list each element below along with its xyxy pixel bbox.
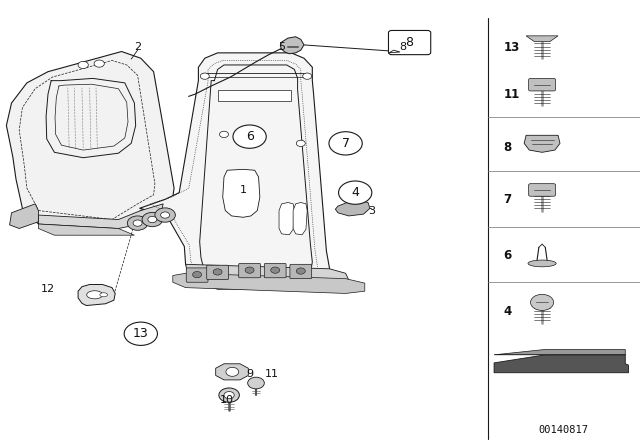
Circle shape [213, 269, 222, 275]
Polygon shape [78, 284, 115, 306]
Ellipse shape [87, 291, 102, 299]
Polygon shape [10, 204, 38, 228]
Text: 4: 4 [351, 186, 359, 199]
Text: 4: 4 [504, 305, 512, 318]
FancyBboxPatch shape [264, 263, 286, 278]
Circle shape [224, 392, 234, 399]
Polygon shape [223, 169, 260, 217]
Polygon shape [218, 90, 291, 101]
Text: 7: 7 [342, 137, 349, 150]
Circle shape [226, 367, 239, 376]
Circle shape [248, 377, 264, 389]
Polygon shape [494, 355, 628, 373]
Polygon shape [389, 50, 400, 53]
Circle shape [271, 267, 280, 273]
FancyBboxPatch shape [239, 263, 260, 278]
Text: 11: 11 [265, 369, 279, 379]
Ellipse shape [100, 293, 108, 297]
Text: 8: 8 [406, 36, 413, 49]
Circle shape [161, 212, 170, 218]
Circle shape [220, 131, 228, 138]
Text: 7: 7 [504, 193, 512, 206]
Text: 12: 12 [41, 284, 55, 294]
Circle shape [296, 140, 305, 146]
Text: 13: 13 [504, 40, 520, 54]
FancyBboxPatch shape [529, 78, 556, 91]
Polygon shape [38, 224, 134, 235]
Polygon shape [6, 52, 174, 228]
Circle shape [233, 125, 266, 148]
Text: 13: 13 [133, 327, 148, 340]
Polygon shape [38, 204, 163, 228]
Polygon shape [494, 349, 625, 355]
Circle shape [245, 267, 254, 273]
Text: 1: 1 [240, 185, 246, 195]
Polygon shape [279, 202, 294, 235]
Circle shape [124, 322, 157, 345]
Polygon shape [524, 135, 560, 152]
FancyBboxPatch shape [488, 9, 640, 439]
Circle shape [148, 216, 157, 223]
Polygon shape [140, 53, 330, 289]
Circle shape [219, 388, 239, 402]
Text: 6: 6 [246, 130, 253, 143]
Polygon shape [335, 199, 370, 216]
Text: 3: 3 [368, 206, 374, 215]
Polygon shape [526, 36, 558, 42]
Text: 10: 10 [220, 395, 234, 405]
FancyBboxPatch shape [186, 268, 208, 282]
FancyBboxPatch shape [290, 264, 312, 279]
Polygon shape [280, 37, 304, 54]
Text: 9: 9 [246, 369, 253, 379]
Ellipse shape [528, 260, 556, 267]
FancyBboxPatch shape [207, 265, 228, 280]
Text: 2: 2 [134, 42, 141, 52]
Circle shape [193, 271, 202, 278]
Circle shape [329, 132, 362, 155]
Circle shape [155, 208, 175, 222]
Text: 11: 11 [504, 87, 520, 101]
Text: 8: 8 [399, 42, 407, 52]
Circle shape [296, 268, 305, 274]
Circle shape [133, 220, 142, 226]
Polygon shape [216, 364, 248, 380]
Text: 8: 8 [504, 141, 512, 155]
Polygon shape [186, 264, 349, 289]
Circle shape [127, 216, 148, 230]
Circle shape [303, 73, 312, 79]
Text: 6: 6 [504, 249, 512, 262]
Text: 00140817: 00140817 [539, 425, 589, 435]
Circle shape [531, 294, 554, 310]
Circle shape [200, 73, 209, 79]
FancyBboxPatch shape [388, 30, 431, 55]
Circle shape [339, 181, 372, 204]
Polygon shape [173, 273, 365, 293]
FancyBboxPatch shape [529, 184, 556, 196]
Circle shape [78, 61, 88, 69]
Circle shape [142, 212, 163, 227]
Circle shape [94, 60, 104, 67]
Polygon shape [293, 202, 307, 235]
Text: 5: 5 [278, 42, 285, 52]
